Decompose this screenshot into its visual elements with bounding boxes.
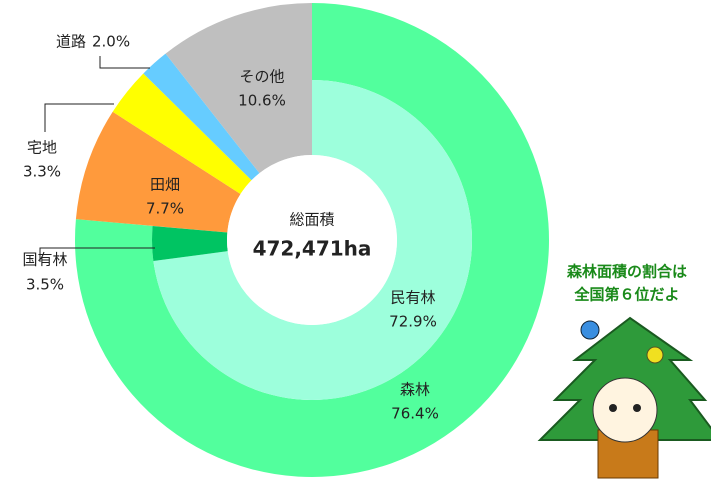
- center-value: 472,471ha: [253, 237, 372, 261]
- value-label: 76.4%: [391, 405, 439, 423]
- note: 森林面積の割合は: [567, 263, 687, 281]
- note: 全国第６位だよ: [573, 286, 679, 304]
- segment-label: 森林: [400, 381, 430, 399]
- value-label: 3.3%: [23, 163, 61, 181]
- segment-label: 宅地: [27, 139, 57, 157]
- segment-label: 民有林: [390, 289, 435, 307]
- value-label: 2.0%: [92, 33, 130, 51]
- value-label: 72.9%: [389, 313, 437, 331]
- value-label: 7.7%: [146, 200, 184, 218]
- center-label: 総面積: [289, 211, 334, 229]
- chart: 総面積 472,471ha 森林面積の割合は 全国第６位だよ 森林 76.4% 田畑…: [0, 0, 711, 480]
- mascot: [540, 318, 711, 478]
- segment-label: 田畑: [150, 176, 180, 194]
- segment-label: 道路: [56, 33, 86, 51]
- segment-label: 国有林: [22, 251, 67, 269]
- value-label: 3.5%: [26, 276, 64, 294]
- value-label: 10.6%: [238, 92, 286, 110]
- leader-line: [100, 56, 150, 68]
- segment-label: その他: [239, 68, 284, 86]
